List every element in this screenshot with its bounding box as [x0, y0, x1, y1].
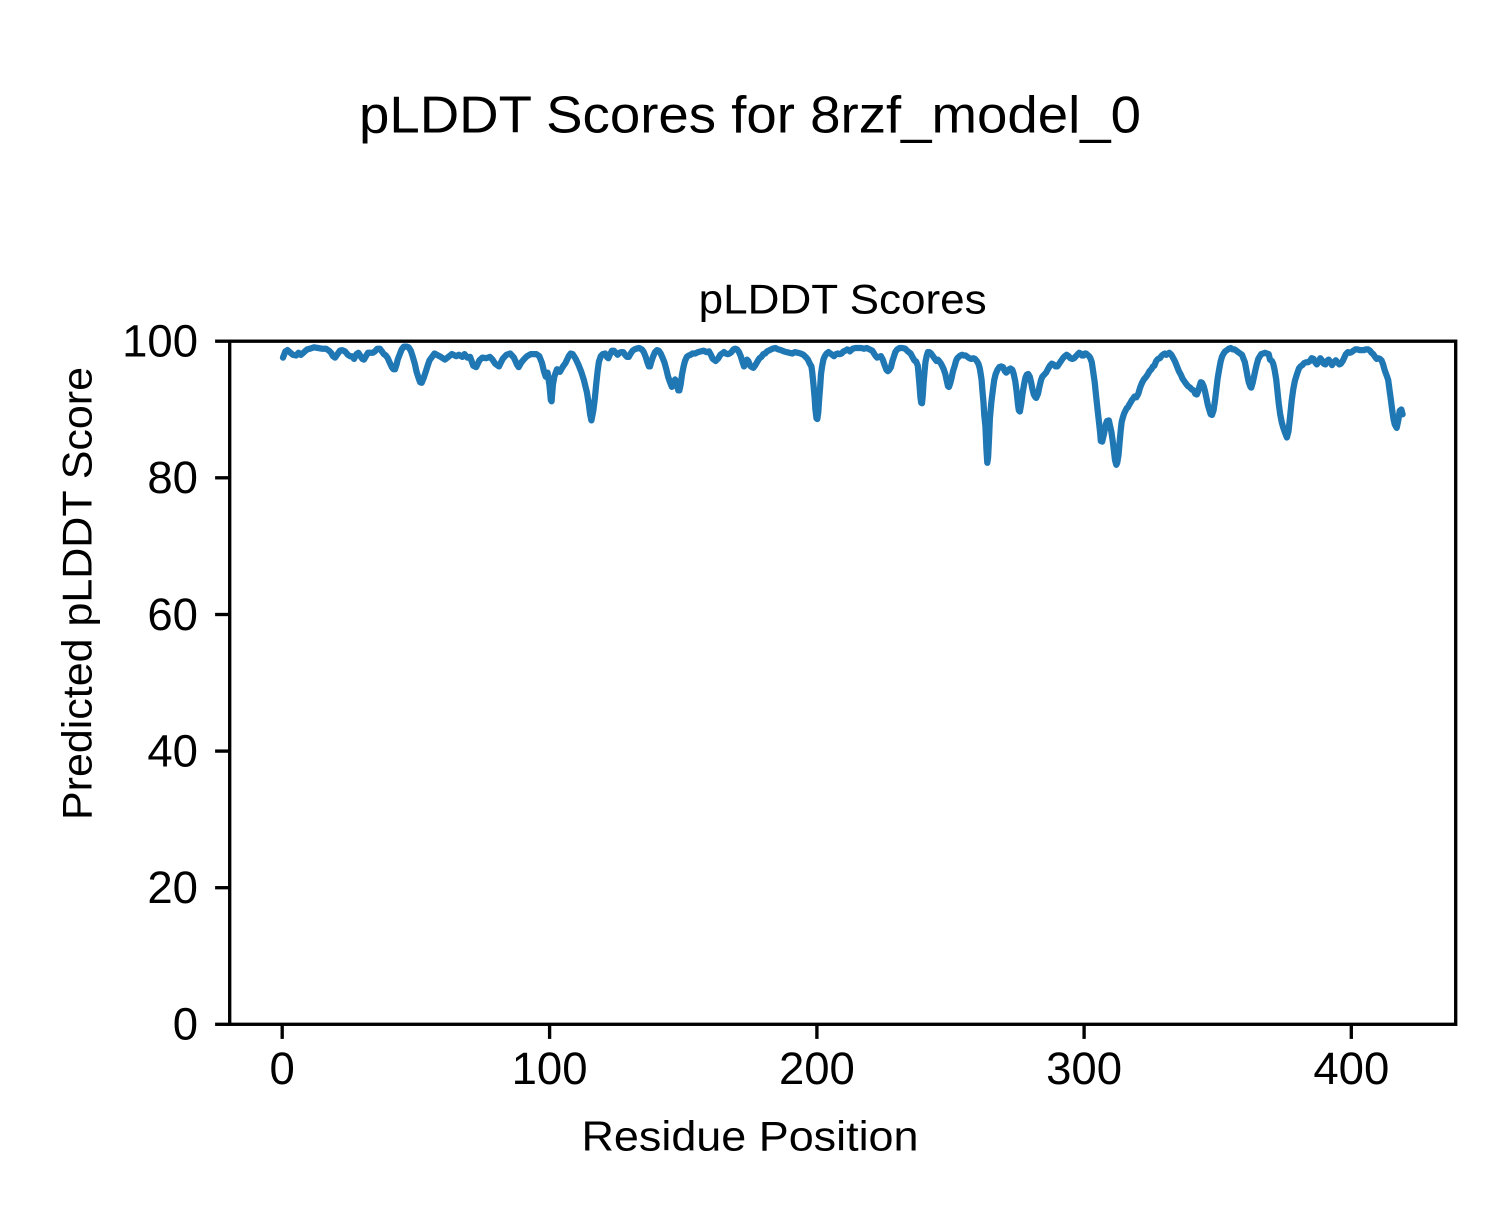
svg-text:20: 20 [147, 862, 198, 913]
svg-text:0: 0 [270, 1043, 295, 1094]
svg-text:0: 0 [173, 999, 198, 1050]
svg-text:80: 80 [147, 452, 198, 503]
svg-text:60: 60 [147, 589, 198, 640]
svg-text:40: 40 [147, 725, 198, 776]
svg-text:pLDDT Scores: pLDDT Scores [699, 276, 987, 323]
svg-text:300: 300 [1046, 1043, 1122, 1094]
svg-text:Residue Position: Residue Position [582, 1113, 919, 1160]
svg-text:Predicted pLDDT Score: Predicted pLDDT Score [54, 367, 101, 820]
svg-text:100: 100 [512, 1043, 588, 1094]
svg-text:400: 400 [1313, 1043, 1389, 1094]
svg-text:pLDDT Scores for 8rzf_model_0: pLDDT Scores for 8rzf_model_0 [359, 87, 1141, 145]
svg-text:100: 100 [122, 316, 198, 367]
svg-text:200: 200 [779, 1043, 855, 1094]
